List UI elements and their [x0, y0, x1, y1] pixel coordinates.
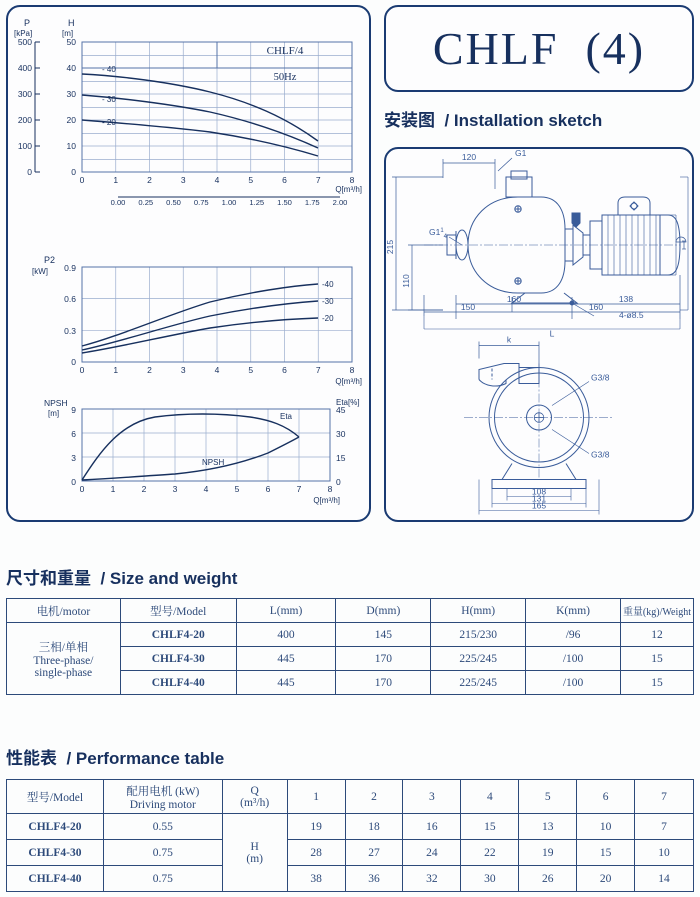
svg-text:1.00: 1.00 [222, 198, 237, 207]
svg-text:0.00: 0.00 [111, 198, 126, 207]
svg-text:G1: G1 [515, 148, 527, 158]
svg-text:1.50: 1.50 [277, 198, 292, 207]
svg-text:6: 6 [282, 175, 287, 185]
svg-text:Q[m³/h]: Q[m³/h] [335, 377, 362, 386]
svg-text:P2: P2 [44, 255, 55, 265]
svg-text:1: 1 [111, 484, 116, 494]
svg-text:[kW]: [kW] [32, 267, 48, 276]
svg-text:5: 5 [248, 365, 253, 375]
svg-text:50: 50 [67, 37, 77, 47]
svg-text:3: 3 [181, 175, 186, 185]
svg-text:-40: -40 [322, 280, 334, 289]
svg-text:5: 5 [235, 484, 240, 494]
svg-text:160: 160 [589, 302, 603, 312]
svg-text:0: 0 [80, 175, 85, 185]
svg-text:0: 0 [71, 357, 76, 367]
svg-text:P: P [24, 18, 30, 28]
svg-text:215: 215 [385, 240, 395, 254]
svg-text:500: 500 [18, 37, 32, 47]
svg-text:3: 3 [71, 453, 76, 463]
svg-text:1.75: 1.75 [305, 198, 320, 207]
svg-text:G3/8: G3/8 [591, 450, 610, 460]
svg-text:0.75: 0.75 [194, 198, 209, 207]
svg-text:2: 2 [147, 175, 152, 185]
svg-text:8: 8 [350, 175, 355, 185]
svg-text:160: 160 [507, 294, 521, 304]
svg-text:- 40: - 40 [102, 65, 116, 74]
svg-text:2: 2 [142, 484, 147, 494]
svg-text:G3/8: G3/8 [591, 373, 610, 383]
svg-text:0: 0 [71, 477, 76, 487]
svg-text:Eta[%]: Eta[%] [336, 398, 360, 407]
svg-text:6: 6 [282, 365, 287, 375]
svg-text:7: 7 [316, 365, 321, 375]
svg-text:8: 8 [328, 484, 333, 494]
svg-text:0: 0 [80, 484, 85, 494]
svg-text:1: 1 [113, 175, 118, 185]
svg-text:4-ø8.5: 4-ø8.5 [619, 310, 644, 320]
svg-text:15: 15 [336, 453, 346, 463]
svg-text:0.25: 0.25 [138, 198, 153, 207]
svg-text:150: 150 [461, 302, 475, 312]
svg-text:9: 9 [71, 405, 76, 415]
svg-text:110: 110 [401, 274, 411, 288]
svg-text:Q[m³/h]: Q[m³/h] [335, 185, 362, 194]
svg-text:165: 165 [532, 501, 546, 511]
svg-text:NPSH: NPSH [44, 398, 68, 408]
svg-text:[m]: [m] [48, 409, 59, 418]
svg-text:2.00: 2.00 [333, 198, 348, 207]
svg-text:30: 30 [336, 429, 346, 439]
svg-text:0: 0 [27, 167, 32, 177]
svg-text:1: 1 [113, 365, 118, 375]
svg-text:0.9: 0.9 [64, 263, 76, 273]
svg-text:300: 300 [18, 89, 32, 99]
svg-text:2: 2 [147, 365, 152, 375]
svg-text:50Hz: 50Hz [274, 72, 297, 83]
svg-text:Q[m³/h]: Q[m³/h] [313, 496, 340, 505]
svg-text:120: 120 [462, 152, 476, 162]
svg-text:1.25: 1.25 [249, 198, 264, 207]
svg-text:5: 5 [248, 175, 253, 185]
svg-text:7: 7 [297, 484, 302, 494]
svg-text:100: 100 [18, 141, 32, 151]
svg-text:Eta: Eta [280, 412, 293, 421]
svg-text:30: 30 [67, 89, 77, 99]
svg-text:4: 4 [215, 175, 220, 185]
svg-text:0: 0 [71, 167, 76, 177]
svg-text:NPSH: NPSH [202, 458, 224, 467]
svg-text:0.6: 0.6 [64, 294, 76, 304]
svg-text:k: k [507, 335, 512, 345]
svg-text:G114: G114 [429, 227, 448, 240]
svg-text:4: 4 [204, 484, 209, 494]
svg-text:200: 200 [18, 115, 32, 125]
svg-text:0: 0 [80, 365, 85, 375]
svg-text:3: 3 [181, 365, 186, 375]
svg-text:400: 400 [18, 63, 32, 73]
svg-text:4: 4 [215, 365, 220, 375]
svg-text:20: 20 [67, 115, 77, 125]
svg-text:0.3: 0.3 [64, 326, 76, 336]
svg-text:7: 7 [316, 175, 321, 185]
svg-text:138: 138 [619, 294, 633, 304]
svg-text:40: 40 [67, 63, 77, 73]
svg-text:3: 3 [173, 484, 178, 494]
svg-text:-30: -30 [322, 297, 334, 306]
svg-text:8: 8 [350, 365, 355, 375]
svg-text:-20: -20 [322, 314, 334, 323]
svg-text:6: 6 [71, 429, 76, 439]
svg-text:H: H [68, 18, 75, 28]
svg-text:CHLF/4: CHLF/4 [267, 45, 304, 57]
svg-text:0: 0 [336, 477, 341, 487]
svg-text:10: 10 [67, 141, 77, 151]
svg-text:0.50: 0.50 [166, 198, 181, 207]
svg-text:6: 6 [266, 484, 271, 494]
